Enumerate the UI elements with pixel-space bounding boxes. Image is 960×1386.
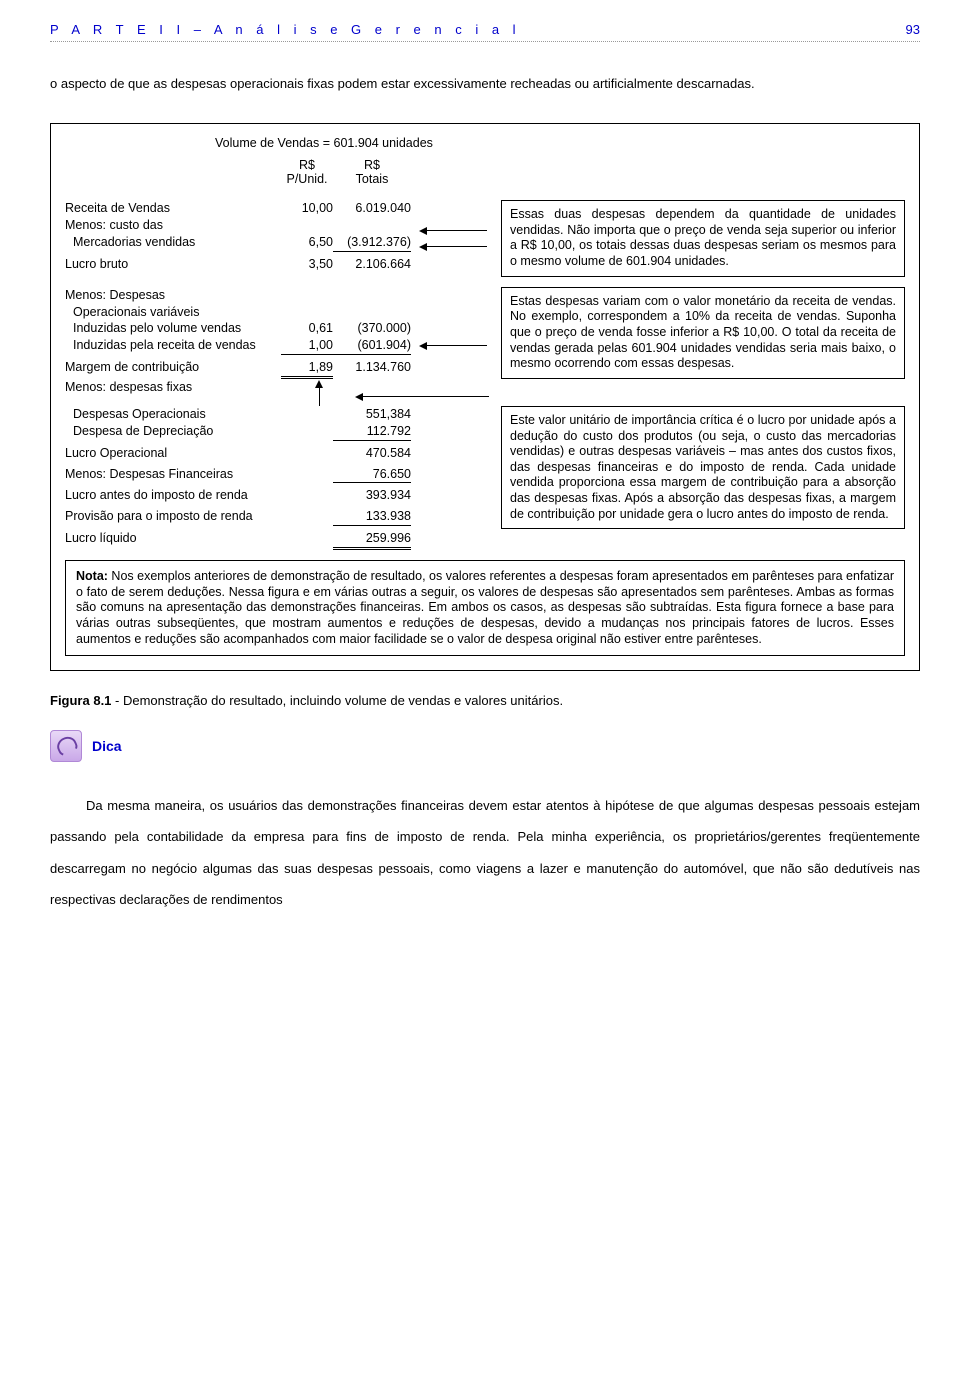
line-total: 551,384	[333, 406, 411, 423]
col-unit-2: P/Unid.	[281, 172, 333, 186]
line-total: 1.134.760	[333, 359, 411, 376]
line-total: 470.584	[333, 445, 411, 462]
line-total: (370.000)	[333, 320, 411, 337]
line-total: 112.792	[333, 423, 411, 441]
line-label: Lucro líquido	[65, 530, 281, 547]
statement-line: Lucro antes do imposto de renda 393.934	[65, 487, 413, 504]
line-label: Menos: Despesas	[65, 287, 281, 304]
line-unit: 1,89	[281, 359, 333, 379]
statement-line: Menos: Despesas Financeiras 76.650	[65, 466, 413, 484]
dica-row: Dica	[50, 730, 920, 762]
col-unit-1: R$	[281, 158, 333, 172]
page-header: P A R T E I I – A n á l i s e G e r e n …	[50, 22, 920, 42]
line-label: Margem de contribuição	[65, 359, 281, 376]
statement-line: Mercadorias vendidas6,50(3.912.376)	[65, 234, 413, 252]
line-label: Menos: despesas fixas	[65, 379, 281, 396]
intro-paragraph: o aspecto de que as despesas operacionai…	[50, 68, 920, 99]
line-label: Lucro Operacional	[65, 445, 281, 462]
statement-line: Despesa de Depreciação 112.792	[65, 423, 413, 441]
statement-line: Margem de contribuição1,891.134.760	[65, 359, 413, 379]
fig-caption-label: Figura 8.1	[50, 693, 111, 708]
line-label: Menos: Despesas Financeiras	[65, 466, 281, 483]
line-label: Provisão para o imposto de renda	[65, 508, 281, 525]
line-unit: 3,50	[281, 256, 333, 273]
line-label: Induzidas pelo volume vendas	[65, 320, 281, 337]
note-box: Nota: Nos exemplos anteriores de demonst…	[65, 560, 905, 656]
note-text: Nos exemplos anteriores de demonstração …	[76, 569, 894, 646]
statement-line: Operacionais variáveis	[65, 304, 413, 321]
statement-line: Receita de Vendas10,006.019.040	[65, 200, 413, 217]
header-pageno: 93	[906, 22, 920, 37]
note-label: Nota:	[76, 569, 108, 583]
line-total: 6.019.040	[333, 200, 411, 217]
callout-2: Estas despesas variam com o valor monetá…	[501, 287, 905, 379]
line-label: Lucro bruto	[65, 256, 281, 273]
statement-line: Induzidas pelo volume vendas0,61(370.000…	[65, 320, 413, 337]
line-total: 393.934	[333, 487, 411, 504]
line-label: Menos: custo das	[65, 217, 281, 234]
block-3: Despesas Operacionais551,384Despesa de D…	[65, 406, 905, 550]
line-unit: 0,61	[281, 320, 333, 337]
line-total: (601.904)	[333, 337, 411, 355]
body-paragraph: Da mesma maneira, os usuários das demons…	[50, 790, 920, 915]
statement-line: Lucro Operacional 470.584	[65, 445, 413, 462]
fig-caption-text: - Demonstração do resultado, incluindo v…	[111, 693, 563, 708]
block-1: Receita de Vendas10,006.019.040Menos: cu…	[65, 200, 905, 277]
statement-line: Menos: Despesas	[65, 287, 413, 304]
line-total: 76.650	[333, 466, 411, 484]
statement-line: Menos: custo das	[65, 217, 413, 234]
volume-line: Volume de Vendas = 601.904 unidades	[215, 136, 905, 150]
line-label: Mercadorias vendidas	[65, 234, 281, 251]
line-total: 2.106.664	[333, 256, 411, 273]
line-label: Receita de Vendas	[65, 200, 281, 217]
statement-line: Provisão para o imposto de renda 133.938	[65, 508, 413, 526]
header-part: P A R T E I I – A n á l i s e G e r e n …	[50, 22, 521, 37]
callout-3: Este valor unitário de importância críti…	[501, 406, 905, 529]
line-unit: 6,50	[281, 234, 333, 251]
statement-line: Induzidas pela receita de vendas1,00(601…	[65, 337, 413, 355]
figure-box: Volume de Vendas = 601.904 unidades R$ P…	[50, 123, 920, 671]
line-label: Lucro antes do imposto de renda	[65, 487, 281, 504]
line-total: 259.996	[333, 530, 411, 550]
col-total-2: Totais	[333, 172, 411, 186]
line-unit: 1,00	[281, 337, 333, 355]
line-total: 133.938	[333, 508, 411, 526]
statement-line: Lucro bruto3,502.106.664	[65, 256, 413, 273]
line-label: Despesa de Depreciação	[65, 423, 281, 440]
line-unit: 10,00	[281, 200, 333, 217]
statement-line: Despesas Operacionais 551,384	[65, 406, 413, 423]
column-headers: R$ P/Unid. R$ Totais	[65, 158, 905, 186]
tip-icon	[50, 730, 82, 762]
statement-line: Lucro líquido 259.996	[65, 530, 413, 550]
dica-label: Dica	[92, 738, 122, 754]
col-total-1: R$	[333, 158, 411, 172]
figure-caption: Figura 8.1 - Demonstração do resultado, …	[50, 693, 920, 708]
block-2: Menos: DespesasOperacionais variáveisInd…	[65, 287, 905, 396]
line-total: (3.912.376)	[333, 234, 411, 252]
line-label: Operacionais variáveis	[65, 304, 281, 321]
callout-1: Essas duas despesas dependem da quantida…	[501, 200, 905, 277]
line-label: Despesas Operacionais	[65, 406, 281, 423]
line-label: Induzidas pela receita de vendas	[65, 337, 281, 354]
